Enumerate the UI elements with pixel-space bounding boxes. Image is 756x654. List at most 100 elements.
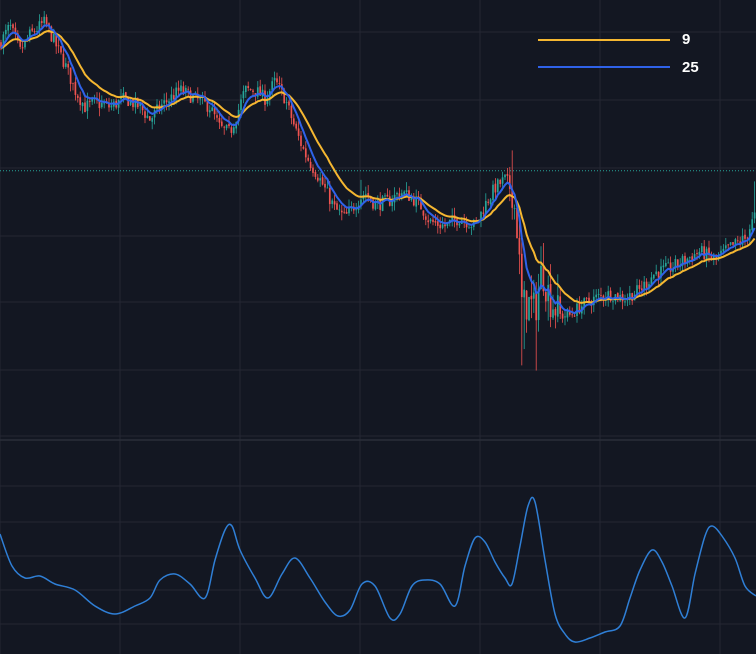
candle [652, 274, 655, 280]
candle [669, 256, 672, 279]
candle [290, 101, 293, 125]
candle [415, 189, 418, 213]
candle [511, 150, 514, 220]
legend[interactable]: 9 25 [538, 31, 699, 76]
candle [151, 116, 154, 130]
candle [729, 242, 732, 246]
candle [31, 24, 34, 32]
candle [444, 218, 446, 233]
candle [544, 291, 547, 312]
candle [271, 77, 274, 98]
candle [741, 228, 744, 249]
candle [412, 192, 415, 207]
candle [487, 198, 490, 206]
candle [439, 217, 442, 235]
candle [304, 141, 307, 163]
candle [744, 229, 746, 246]
candle [288, 99, 290, 111]
candle [684, 252, 686, 269]
candle [316, 174, 319, 183]
candle [751, 211, 754, 234]
candle [537, 273, 540, 332]
candle [7, 21, 10, 37]
candle [484, 193, 487, 215]
candle [547, 275, 550, 321]
candle [753, 181, 756, 224]
candle [57, 38, 60, 54]
candle [720, 245, 722, 259]
candle [676, 259, 679, 271]
candle [148, 116, 151, 121]
candle [343, 207, 346, 214]
candle [739, 236, 742, 249]
candle [518, 219, 521, 275]
candle [67, 60, 70, 75]
candle [230, 123, 233, 138]
candle [561, 310, 564, 323]
candle [655, 264, 658, 276]
candle [108, 97, 110, 112]
candle [165, 92, 168, 111]
candle [650, 271, 653, 286]
candle [40, 17, 43, 29]
candle [434, 214, 437, 226]
candle [276, 72, 278, 85]
ma-25-line [0, 24, 756, 315]
candle [309, 157, 312, 172]
candle [691, 252, 694, 266]
candle [264, 84, 266, 111]
candle [391, 195, 394, 212]
candle [213, 101, 216, 120]
candle [9, 19, 12, 30]
candle [355, 203, 358, 218]
candle [103, 99, 106, 109]
candle [84, 95, 86, 113]
candle [19, 39, 22, 50]
candle [0, 39, 2, 51]
candle [554, 307, 557, 329]
legend-item-ma-9[interactable]: 9 [538, 31, 690, 48]
candle [300, 130, 302, 152]
candle [528, 296, 530, 322]
candle [14, 22, 17, 39]
candle [88, 98, 91, 108]
candle [732, 241, 734, 246]
candle [60, 46, 62, 55]
candle [285, 97, 288, 110]
candle [513, 204, 516, 220]
candle [748, 224, 751, 244]
candle [163, 93, 166, 112]
candle [12, 23, 14, 33]
candle [225, 124, 228, 131]
candle [38, 14, 41, 37]
candle [76, 93, 79, 103]
candle [345, 208, 348, 214]
candle [81, 102, 84, 114]
candle [307, 154, 310, 162]
legend-item-ma-25[interactable]: 25 [538, 59, 699, 76]
candle [640, 280, 643, 296]
legend-label-ma-9: 9 [682, 31, 690, 48]
candle [297, 120, 300, 141]
candle [664, 256, 667, 268]
candle [16, 30, 19, 44]
candle [175, 82, 178, 105]
candle [504, 174, 506, 181]
candle [516, 205, 518, 239]
candle [734, 237, 737, 250]
candle [4, 24, 7, 40]
candle [55, 32, 58, 54]
candle [494, 178, 497, 199]
candle [506, 168, 509, 183]
candle [247, 81, 250, 92]
candle [62, 48, 65, 69]
candle [396, 191, 398, 202]
candle [700, 242, 703, 254]
candle [273, 71, 276, 89]
oscillator-line [0, 496, 756, 643]
candle [319, 172, 322, 187]
candle [429, 217, 432, 224]
candle [540, 246, 542, 290]
